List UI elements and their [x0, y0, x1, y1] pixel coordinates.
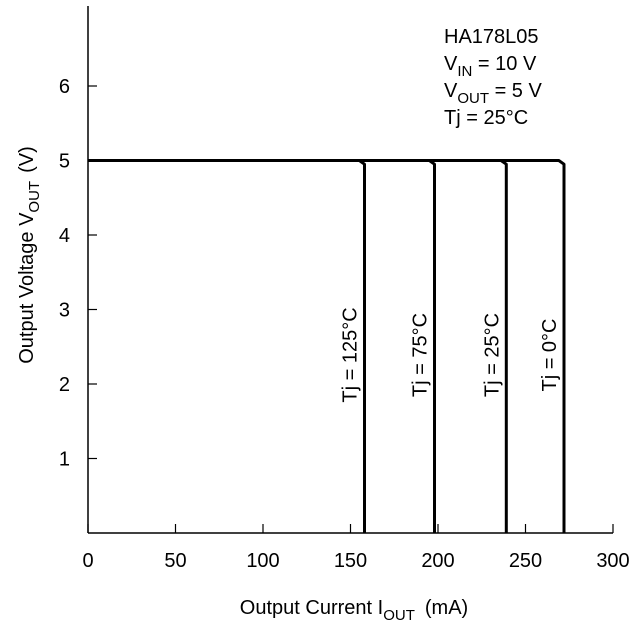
y-axis-title-subscript: OUT [26, 181, 43, 213]
y-tick-label: 6 [59, 76, 70, 98]
annotation-vin-symbol: V [444, 53, 458, 75]
annotation-vout: VOUT = 5 V [444, 80, 542, 107]
x-tick-label: 300 [596, 550, 629, 572]
series-line [88, 159, 508, 533]
y-tick-label: 1 [59, 449, 70, 471]
x-axis-title-unit: (mA) [425, 597, 468, 619]
y-axis-title-symbol: V [16, 212, 38, 226]
series-label: Tj = 75°C [410, 313, 432, 397]
annotation-part-number: HA178L05 [444, 26, 539, 48]
y-tick-label: 4 [59, 225, 70, 247]
series-labels: Tj = 125°C Tj = 75°C Tj = 25°C Tj = 0°C [340, 307, 562, 402]
series-line [88, 159, 566, 533]
x-tick-label: 250 [509, 550, 542, 572]
x-axis-title-subscript: OUT [383, 607, 415, 624]
y-ticks: 1 2 3 4 5 6 [59, 76, 97, 471]
series-line [88, 159, 436, 533]
x-ticks: 0 50 100 150 200 250 300 [82, 524, 630, 572]
y-axis-title: Output Voltage VOUT (V) [16, 146, 43, 364]
annotation-vout-subscript: OUT [457, 90, 489, 107]
x-tick-label: 150 [334, 550, 367, 572]
y-tick-label: 5 [59, 151, 70, 173]
series-label: Tj = 25°C [481, 313, 503, 397]
annotation-vout-symbol: V [444, 80, 458, 102]
series-label: Tj = 0°C [539, 318, 561, 391]
annotation-vin-subscript: IN [457, 63, 472, 80]
y-axis-title-unit: (V) [16, 146, 38, 173]
y-tick-label: 3 [59, 300, 70, 322]
series-group [88, 159, 566, 533]
x-axis-title-prefix: Output Current [240, 597, 378, 619]
x-tick-label: 0 [82, 550, 93, 572]
annotation-tj: Tj = 25°C [444, 107, 528, 129]
x-axis-title-symbol: I [378, 597, 384, 619]
x-axis-title: Output Current IOUT (mA) [240, 597, 468, 624]
y-tick-label: 2 [59, 374, 70, 396]
series-label: Tj = 125°C [340, 307, 362, 402]
conditions-annotation: HA178L05 VIN = 10 V VOUT = 5 V Tj = 25°C [444, 26, 542, 129]
series-line [88, 159, 366, 533]
annotation-vout-value: = 5 V [489, 80, 542, 102]
x-tick-label: 50 [164, 550, 186, 572]
y-axis-title-prefix: Output Voltage [16, 226, 38, 364]
x-tick-label: 200 [421, 550, 454, 572]
x-tick-label: 100 [246, 550, 279, 572]
annotation-vin: VIN = 10 V [444, 53, 537, 80]
annotation-vin-value: = 10 V [472, 53, 537, 75]
